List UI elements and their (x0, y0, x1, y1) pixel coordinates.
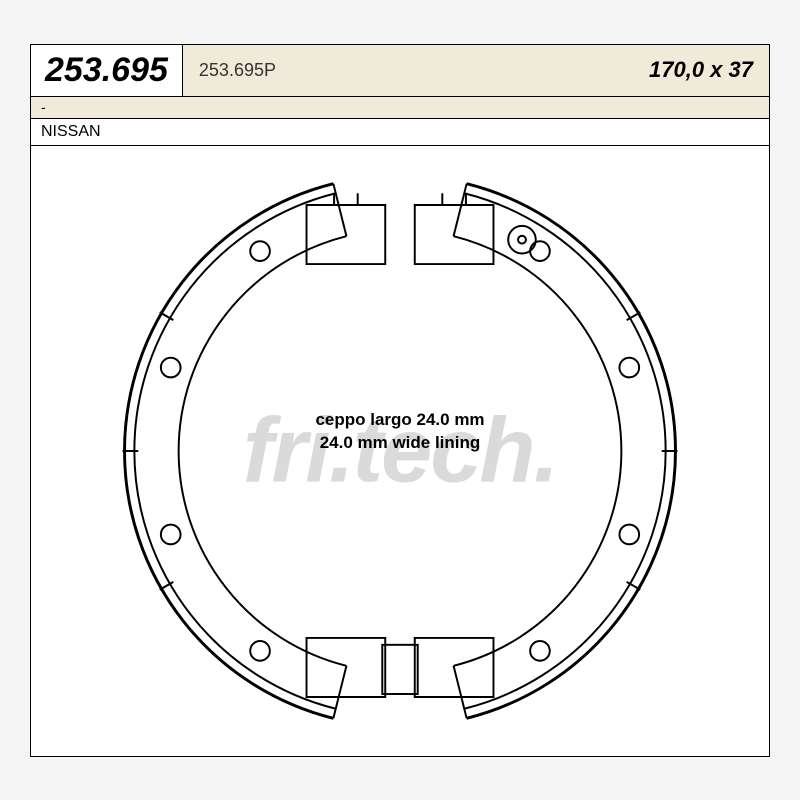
vehicle-make: NISSAN (31, 119, 769, 146)
part-number: 253.695 (31, 45, 183, 96)
dimensions: 170,0 x 37 (633, 45, 769, 96)
diagram-label-line2: 24.0 mm wide lining (315, 432, 484, 455)
part-card: 253.695 253.695P 170,0 x 37 - NISSAN fri… (30, 44, 770, 757)
diagram-label-line1: ceppo largo 24.0 mm (315, 409, 484, 432)
diagram-area: fri.tech. ceppo largo 24.0 mm 24.0 mm wi… (31, 146, 769, 756)
header-row: 253.695 253.695P 170,0 x 37 (31, 45, 769, 97)
sub-row: - (31, 97, 769, 119)
part-sub-number: 253.695P (183, 45, 633, 96)
diagram-label: ceppo largo 24.0 mm 24.0 mm wide lining (315, 409, 484, 455)
